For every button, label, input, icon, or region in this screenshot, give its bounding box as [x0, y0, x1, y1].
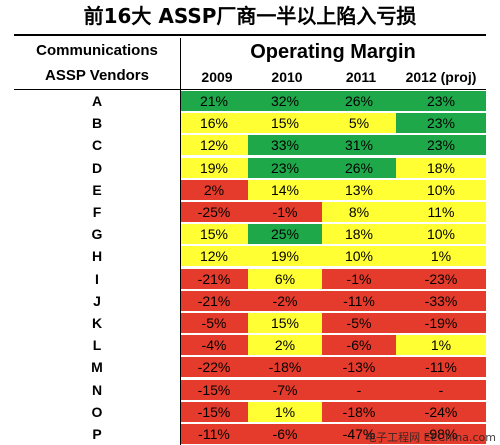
- margin-cell: -98%: [396, 424, 486, 444]
- margin-cell: 1%: [396, 335, 486, 356]
- margin-cell: 23%: [396, 135, 486, 156]
- margin-cell: 10%: [396, 179, 486, 200]
- margin-cell: 1%: [396, 246, 486, 267]
- watermark: 电子工程网 EEChina.com: [365, 431, 496, 444]
- margin-cell: -33%: [396, 290, 486, 311]
- margin-cell: 11%: [396, 202, 486, 222]
- margin-cell: 2%: [248, 335, 322, 356]
- margin-cell: -23%: [396, 268, 486, 289]
- margin-cell: 2%: [180, 179, 248, 200]
- margin-cell: -15%: [180, 401, 248, 422]
- margin-cell: 21%: [180, 91, 248, 111]
- margin-cell: 13%: [322, 179, 396, 200]
- margin-grid: 21% 32% 26% 23% 16% 15% 5% 23% 12% 33% 31% 23% 19% 23…: [180, 90, 486, 445]
- chart-title: 前16大 ASSP厂商一半以上陷入亏损: [83, 4, 417, 28]
- vendor-label: D: [91, 159, 103, 176]
- vendor-label: E: [92, 181, 102, 198]
- margin-cell: -11%: [180, 424, 248, 444]
- vendor-label: A: [91, 93, 103, 109]
- vendor-label: P: [92, 426, 102, 442]
- year-header: 2009 2010 2011 2012 (proj): [180, 66, 486, 88]
- margin-cell: 23%: [248, 157, 322, 178]
- margin-cell: -24%: [396, 401, 486, 422]
- column-divider: [180, 38, 181, 445]
- margin-cell: 23%: [396, 91, 486, 111]
- margin-cell: 18%: [322, 224, 396, 245]
- margin-cell: 6%: [248, 268, 322, 289]
- margin-cell: 8%: [322, 202, 396, 222]
- vendor-label: B: [91, 115, 103, 132]
- vendor-label: I: [95, 270, 99, 287]
- vendor-label: M: [91, 359, 103, 376]
- margin-cell: -7%: [248, 379, 322, 400]
- margin-cell: -21%: [180, 290, 248, 311]
- margin-cell: 16%: [180, 113, 248, 134]
- margin-cell: -18%: [322, 401, 396, 422]
- margin-cell: 14%: [248, 179, 322, 200]
- vendor-label: J: [93, 292, 101, 309]
- margin-cell: -6%: [322, 335, 396, 356]
- margin-cell: 25%: [248, 224, 322, 245]
- row-header-line-1: Communications: [36, 42, 158, 59]
- margin-cell: -21%: [180, 268, 248, 289]
- margin-cell: -11%: [322, 290, 396, 311]
- margin-cell: 31%: [322, 135, 396, 156]
- vendor-label: G: [91, 226, 103, 243]
- year-label-2011: 2011: [345, 69, 377, 85]
- margin-cell: -15%: [180, 379, 248, 400]
- margin-cell: 26%: [322, 91, 396, 111]
- margin-cell: -47%: [322, 424, 396, 444]
- vendor-label: F: [92, 204, 102, 220]
- year-label-2012-proj: 2012 (proj): [405, 69, 477, 85]
- vendor-label: H: [91, 248, 103, 265]
- margin-cell: -5%: [180, 313, 248, 333]
- vendor-label: N: [91, 381, 103, 398]
- margin-cell: -: [396, 379, 486, 400]
- margin-cell: 19%: [248, 246, 322, 267]
- row-header-line-2: ASSP Vendors: [45, 67, 149, 84]
- margin-cell: 15%: [180, 224, 248, 245]
- margin-cell: -: [322, 379, 396, 400]
- margin-cell: -5%: [322, 313, 396, 333]
- subheader-rule: [14, 89, 486, 90]
- margin-cell: 33%: [248, 135, 322, 156]
- vendor-label: C: [91, 137, 103, 154]
- margin-cell: -19%: [396, 313, 486, 333]
- margin-cell: -1%: [322, 268, 396, 289]
- margin-cell: -6%: [248, 424, 322, 444]
- margin-cell: -13%: [322, 357, 396, 378]
- metric-title: Operating Margin: [250, 41, 416, 63]
- margin-cell: -11%: [396, 357, 486, 378]
- margin-cell: 12%: [180, 246, 248, 267]
- margin-cell: -22%: [180, 357, 248, 378]
- margin-cell: -18%: [248, 357, 322, 378]
- margin-cell: 32%: [248, 91, 322, 111]
- year-label-2009: 2009: [201, 69, 233, 85]
- margin-cell: -4%: [180, 335, 248, 356]
- margin-cell: 5%: [322, 113, 396, 134]
- margin-cell: -25%: [180, 202, 248, 222]
- margin-cell: 19%: [180, 157, 248, 178]
- margin-cell: 26%: [322, 157, 396, 178]
- margin-cell: 23%: [396, 113, 486, 134]
- year-label-2010: 2010: [271, 69, 303, 85]
- margin-cell: 10%: [396, 224, 486, 245]
- margin-cell: -1%: [248, 202, 322, 222]
- margin-cell: -2%: [248, 290, 322, 311]
- margin-cell: 1%: [248, 401, 322, 422]
- vendor-label: L: [92, 337, 102, 354]
- margin-cell: 15%: [248, 313, 322, 333]
- margin-cell: 12%: [180, 135, 248, 156]
- margin-cell: 10%: [322, 246, 396, 267]
- header-rule: [14, 34, 486, 36]
- vendor-label: O: [91, 403, 103, 420]
- vendor-label: K: [91, 315, 103, 331]
- margin-cell: 18%: [396, 157, 486, 178]
- margin-cell: 15%: [248, 113, 322, 134]
- row-header: Communications ASSP Vendors: [14, 38, 180, 88]
